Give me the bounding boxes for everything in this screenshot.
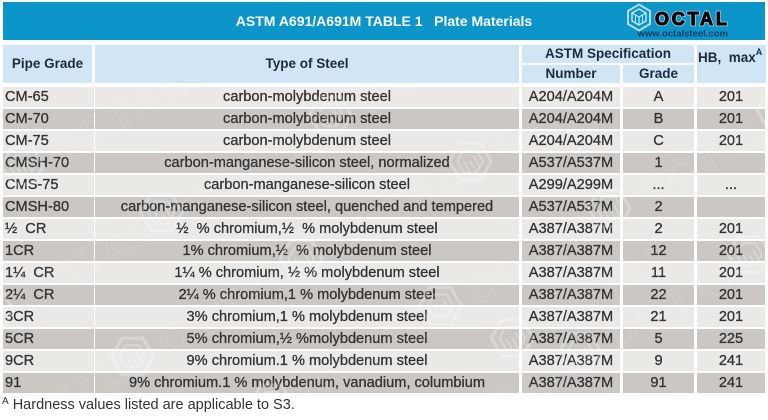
- svg-text:www.octalsteel.com: www.octalsteel.com: [637, 29, 728, 40]
- svg-text:OCTAL: OCTAL: [655, 9, 730, 29]
- svg-text:OCTAL: OCTAL: [655, 9, 730, 29]
